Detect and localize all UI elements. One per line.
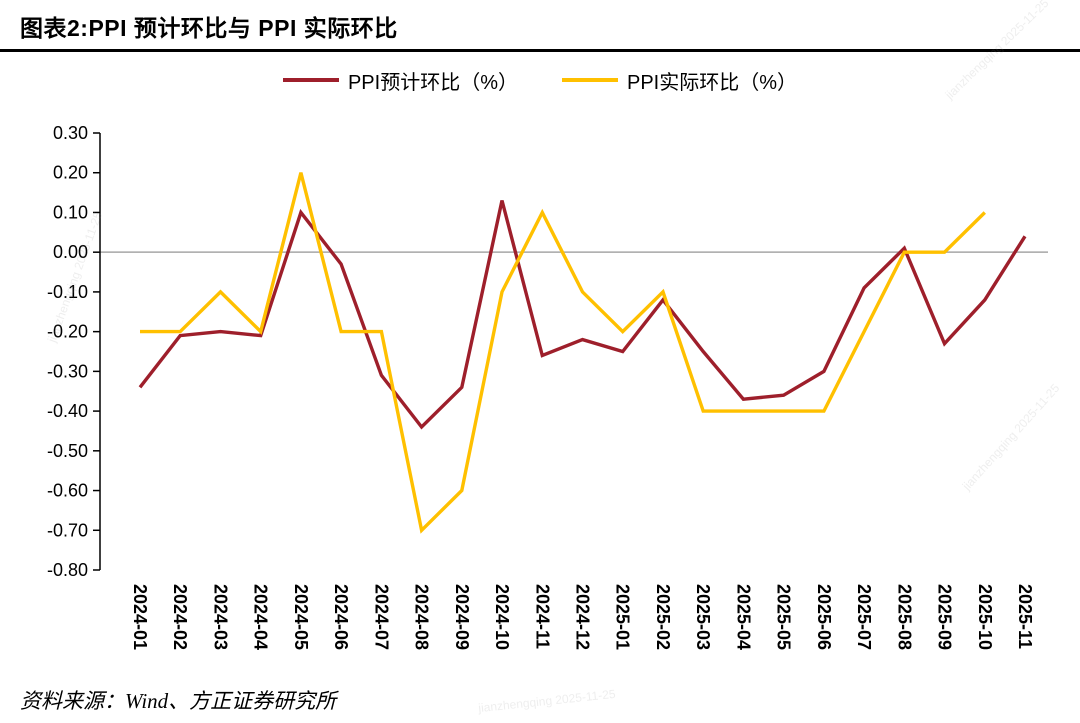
x-tick-label: 2025-03 — [693, 584, 713, 650]
legend-label-forecast: PPI预计环比（%） — [347, 71, 518, 94]
x-tick-label: 2024-12 — [573, 584, 593, 650]
x-tick-label: 2024-01 — [130, 584, 150, 650]
ppi-line-chart: 0.30 0.20 0.10 0.00 -0.10 -0.20 -0.30 -0.40 -0.5… — [47, 123, 1048, 650]
x-tick-label: 2025-11 — [1015, 584, 1035, 649]
x-tick-label: 2025-06 — [814, 584, 834, 650]
x-tick-label: 2024-06 — [331, 584, 351, 650]
legend-swatch — [562, 78, 618, 82]
legend-swatch — [282, 78, 339, 82]
y-tick-label: -0.40 — [47, 401, 88, 421]
x-tick-label: 2024-09 — [452, 584, 472, 650]
x-tick-label: 2025-04 — [733, 584, 753, 650]
y-tick-label: 0.30 — [53, 123, 88, 143]
series-line-1 — [140, 172, 986, 534]
x-tick-label: 2024-10 — [492, 584, 512, 650]
y-tick-label: -0.30 — [47, 361, 88, 381]
series-line-0 — [138, 200, 1027, 430]
x-tick-label: 2024-11 — [532, 584, 552, 649]
x-tick-label: 2025-09 — [935, 584, 955, 650]
legend-label-actual: PPI实际环比（%） — [627, 71, 798, 94]
y-tick-label: -0.20 — [47, 322, 88, 342]
x-tick-label: 2024-05 — [291, 584, 311, 650]
x-tick-label: 2025-05 — [774, 584, 794, 650]
y-tick-label: -0.70 — [47, 520, 88, 540]
x-tick-label: 2025-02 — [653, 584, 673, 650]
x-tick-label: 2024-02 — [170, 584, 190, 650]
x-tick-label: 2025-01 — [613, 584, 633, 650]
source-note: 资料来源：Wind、方正证券研究所 — [20, 689, 337, 713]
x-tick-label: 2024-08 — [412, 584, 432, 650]
x-tick-label: 2025-08 — [894, 584, 914, 650]
chart-legend: PPI预计环比（%） PPI实际环比（%） — [0, 66, 1080, 94]
y-tick-label: 0.20 — [53, 163, 88, 183]
y-tick-label: 0.00 — [53, 242, 88, 262]
legend-item-forecast: PPI预计环比（%） — [282, 66, 518, 95]
y-tick-label: -0.50 — [47, 441, 88, 461]
x-tick-label: 2024-03 — [210, 584, 230, 650]
x-tick-label: 2024-04 — [251, 584, 271, 650]
chart-title: 图表2:PPI 预计环比与 PPI 实际环比 — [20, 15, 398, 41]
y-tick-label: -0.10 — [47, 282, 88, 302]
legend-item-actual: PPI实际环比（%） — [562, 66, 797, 95]
x-tick-label: 2025-10 — [975, 584, 995, 650]
y-tick-label: -0.60 — [47, 481, 88, 501]
x-tick-label: 2025-07 — [854, 584, 874, 650]
chart-title-bar: 图表2:PPI 预计环比与 PPI 实际环比 — [0, 0, 1080, 52]
x-tick-label: 2024-07 — [371, 584, 391, 650]
y-tick-label: -0.80 — [47, 560, 88, 580]
y-tick-label: 0.10 — [53, 202, 88, 222]
